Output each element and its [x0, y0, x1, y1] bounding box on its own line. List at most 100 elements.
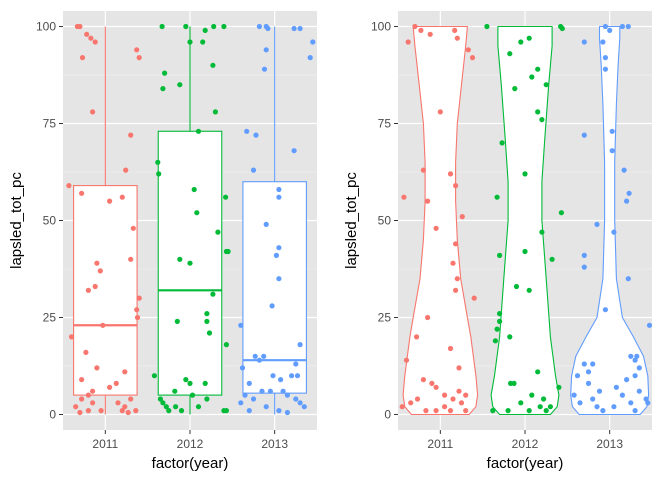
data-point — [210, 291, 216, 297]
data-point — [284, 409, 290, 416]
x-axis-title: factor(year) — [487, 455, 564, 472]
data-point — [619, 392, 626, 398]
data-point — [423, 408, 429, 414]
x-tick-label: 2013 — [596, 437, 623, 451]
data-point — [269, 303, 275, 309]
data-point — [261, 353, 267, 359]
data-point — [624, 377, 630, 383]
data-point — [420, 167, 426, 173]
data-point — [291, 25, 297, 32]
data-point — [471, 295, 477, 301]
data-point — [174, 318, 180, 324]
violins — [402, 25, 650, 416]
data-point — [276, 276, 282, 282]
data-point — [92, 39, 98, 45]
data-point — [442, 392, 448, 398]
data-point — [79, 55, 86, 61]
data-point — [293, 396, 299, 402]
data-point — [85, 392, 91, 398]
data-point — [399, 404, 405, 410]
data-point — [178, 408, 185, 414]
data-point — [590, 361, 596, 367]
data-point — [276, 194, 282, 200]
data-point — [122, 369, 128, 375]
data-point — [160, 86, 166, 92]
data-point — [497, 318, 503, 324]
data-point — [204, 396, 210, 402]
data-point — [511, 380, 517, 386]
data-point — [453, 241, 459, 247]
data-point — [191, 186, 197, 193]
data-point — [270, 373, 276, 379]
x-tick-label: 2011 — [427, 437, 453, 451]
data-point — [454, 35, 460, 41]
data-point — [297, 25, 303, 32]
y-tick-label: 100 — [36, 20, 56, 34]
data-point — [280, 388, 286, 394]
data-point — [88, 35, 94, 41]
data-point — [242, 392, 248, 398]
data-point — [297, 342, 303, 348]
data-point — [294, 373, 301, 379]
data-point — [212, 109, 218, 115]
data-point — [90, 400, 96, 406]
data-point — [626, 190, 632, 196]
data-point — [100, 322, 106, 328]
data-point — [447, 408, 454, 414]
data-point — [581, 361, 587, 367]
data-point — [293, 361, 299, 367]
data-point — [594, 404, 600, 410]
jitter-points — [66, 23, 316, 416]
data-point — [297, 400, 303, 406]
data-point — [289, 373, 295, 379]
data-point — [94, 260, 100, 266]
data-point — [512, 86, 518, 92]
data-point — [463, 392, 469, 398]
data-point — [600, 408, 606, 414]
data-point — [122, 404, 128, 410]
data-point — [83, 349, 89, 355]
data-point — [130, 225, 136, 231]
violin-2013 — [570, 25, 650, 416]
data-point — [429, 380, 435, 386]
data-point — [238, 400, 244, 406]
data-point — [507, 334, 513, 340]
data-point — [549, 256, 555, 262]
data-point — [200, 39, 206, 45]
data-point — [628, 353, 634, 359]
y-tick-label: 100 — [371, 20, 391, 34]
data-point — [73, 404, 79, 410]
x-tick-label: 2013 — [261, 437, 288, 451]
data-point — [539, 229, 545, 235]
data-point — [518, 39, 524, 45]
data-point — [522, 248, 528, 255]
data-point — [223, 342, 229, 348]
data-point — [535, 369, 541, 375]
data-point — [490, 408, 496, 414]
data-point — [535, 109, 541, 115]
data-point — [427, 31, 433, 37]
y-tick-label: 50 — [378, 214, 392, 228]
data-point — [291, 148, 297, 154]
data-point — [611, 229, 617, 235]
data-point — [134, 47, 140, 53]
data-point — [403, 357, 410, 363]
data-point — [79, 190, 85, 196]
data-point — [136, 55, 142, 61]
data-point — [425, 198, 431, 204]
data-point — [447, 171, 454, 177]
data-point — [155, 159, 161, 165]
data-point — [166, 408, 172, 414]
axis-ticks: 0 25 50 75 100 2011 2012 2013 — [36, 20, 288, 451]
data-point — [581, 39, 587, 45]
data-point — [624, 198, 630, 204]
data-point — [609, 128, 615, 134]
data-point — [453, 287, 459, 293]
data-point — [276, 186, 282, 193]
data-point — [529, 392, 535, 398]
data-point — [173, 404, 179, 410]
data-point — [401, 194, 407, 200]
data-point — [194, 210, 200, 216]
data-point — [113, 380, 119, 386]
data-point — [265, 25, 271, 32]
